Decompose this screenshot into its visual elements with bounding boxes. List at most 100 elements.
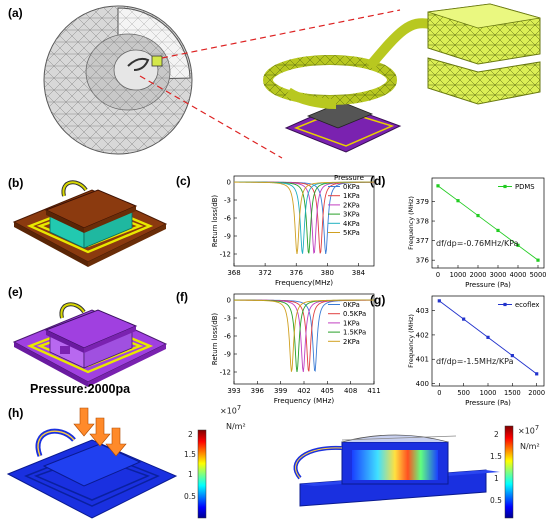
x-tick-label: 3000: [490, 271, 507, 279]
series-line: [234, 181, 374, 255]
x-axis-label: Frequency(MHz): [275, 278, 333, 287]
x-tick-label: 5000: [530, 271, 547, 279]
plot-frame: [431, 177, 545, 269]
legend-label: 0.5KPa: [343, 310, 366, 318]
x-tick-label: 393: [227, 387, 240, 395]
x-tick-label: 1000: [480, 389, 497, 397]
sensor-enlarged: [263, 3, 541, 153]
y-tick-label: 401: [416, 356, 429, 364]
colorbar-left-tick: 1: [188, 470, 193, 479]
colorbar-right-unit: N/m²: [520, 442, 540, 451]
data-point: [510, 353, 514, 358]
panel-label-b: (b): [8, 176, 24, 190]
legend-label: 4KPa: [343, 220, 360, 228]
pressure-label: Pressure:2000pa: [30, 382, 131, 396]
y-axis-label: Return loss(dB): [211, 313, 219, 365]
plot-frame: [233, 175, 375, 267]
y-axis-label: Frequency (MHz): [407, 196, 415, 250]
y-axis-label: Frequency (MHz): [407, 314, 415, 368]
x-tick-label: 402: [297, 387, 310, 395]
colorbar-left-multiplier: ×107: [220, 404, 242, 416]
slope-annotation: df/dp=-1.5MHz/KPa: [436, 357, 514, 366]
panel-label-h: (h): [8, 406, 24, 420]
y-tick-label: 376: [416, 257, 430, 265]
zoom-line-bottom: [139, 75, 283, 159]
chart-g: 0 500 1000 1500 2000 400 401 402 403 Pressure (Pa…: [407, 295, 545, 407]
legend-marker: [503, 184, 507, 189]
figure-a-illustration: [43, 3, 541, 159]
colorbar-right-tick: 0.5: [490, 496, 502, 505]
x-axis-label: Pressure (Pa): [465, 281, 511, 289]
legend-marker: [503, 302, 507, 307]
colorbar-right: [504, 425, 514, 519]
chart-f: 393 396 399 402 405 408 411 0 -3 -6 -9 -12 Frequency…: [211, 293, 381, 405]
x-axis-label: Pressure (Pa): [465, 399, 511, 407]
pressure-arrows: [73, 407, 127, 457]
x-tick-label: 1500: [504, 389, 521, 397]
y-tick-label: -6: [224, 215, 232, 223]
legend-label: 1KPa: [343, 319, 360, 327]
figure-b-illustration: [12, 180, 168, 267]
panel-label-f: (f): [176, 290, 188, 304]
data-point: [486, 335, 490, 339]
y-tick-label: 0: [227, 297, 231, 305]
legend-label: ecoflex: [515, 301, 539, 309]
legend-label: 2KPa: [343, 338, 360, 346]
x-tick-label: 2000: [470, 271, 487, 279]
y-tick-label: -3: [224, 197, 231, 205]
colorbar-left-unit: N/m²: [226, 422, 246, 431]
x-tick-label: 408: [344, 387, 357, 395]
y-tick-label: 402: [416, 331, 429, 339]
x-axis-label: Frequency (MHz): [274, 396, 335, 405]
x-tick-label: 0: [436, 271, 440, 279]
legend-label: 1.5KPa: [343, 329, 366, 337]
x-tick-label: 396: [251, 387, 265, 395]
stress-model-left: [6, 428, 178, 519]
y-tick-label: 0: [227, 179, 231, 187]
y-tick-label: -12: [220, 369, 231, 377]
x-tick-label: 1000: [450, 271, 467, 279]
x-tick-label: 380: [321, 269, 334, 277]
plot-frame: [431, 295, 545, 387]
legend-label: PDMS: [515, 183, 535, 191]
legend-label: 3KPa: [343, 211, 360, 219]
y-tick-label: -3: [224, 315, 231, 323]
y-tick-label: 377: [416, 237, 429, 245]
data-point: [437, 299, 441, 303]
legend-label: 1KPa: [343, 192, 360, 200]
colorbar-left-tick: 2: [188, 430, 193, 439]
x-tick-label: 372: [258, 269, 271, 277]
data-point: [496, 228, 500, 233]
data-point: [476, 213, 480, 218]
legend-label: 2KPa: [343, 201, 360, 209]
legend-label: 5KPa: [343, 229, 360, 237]
figure-e-illustration: [12, 302, 168, 387]
x-tick-label: 384: [352, 269, 366, 277]
chart-c: 368 372 376 380 384 0 -3 -6 -9 -12 Frequency(MHz) R…: [211, 174, 375, 287]
data-point: [516, 243, 520, 247]
panel-label-a: (a): [8, 6, 23, 20]
zoom-line-top: [161, 9, 401, 59]
x-tick-label: 500: [457, 389, 470, 397]
legend-label: 0KPa: [343, 301, 360, 309]
y-tick-label: -12: [220, 251, 231, 259]
x-tick-label: 2000: [528, 389, 545, 397]
data-point: [456, 199, 460, 203]
y-tick-label: 400: [416, 380, 429, 388]
panel-label-c: (c): [176, 174, 191, 188]
x-tick-label: 376: [290, 269, 304, 277]
legend-title: Pressure: [334, 174, 364, 182]
y-tick-label: -9: [224, 351, 231, 359]
x-tick-label: 0: [437, 389, 441, 397]
legend-label: 0KPa: [343, 183, 360, 191]
y-axis-label: Return loss(dB): [211, 195, 219, 247]
y-tick-label: -9: [224, 233, 231, 241]
sphere-model: [43, 5, 193, 155]
data-point: [462, 317, 466, 321]
colorbar-right-multiplier: ×107: [518, 424, 540, 436]
colorbar-left-tick: 0.5: [184, 492, 196, 501]
y-tick-label: 378: [416, 218, 429, 226]
panel-label-e: (e): [8, 285, 23, 299]
y-tick-label: -6: [224, 333, 232, 341]
chart-d: 0 1000 2000 3000 4000 5000 376 377 378 379 Pressur…: [407, 177, 547, 289]
